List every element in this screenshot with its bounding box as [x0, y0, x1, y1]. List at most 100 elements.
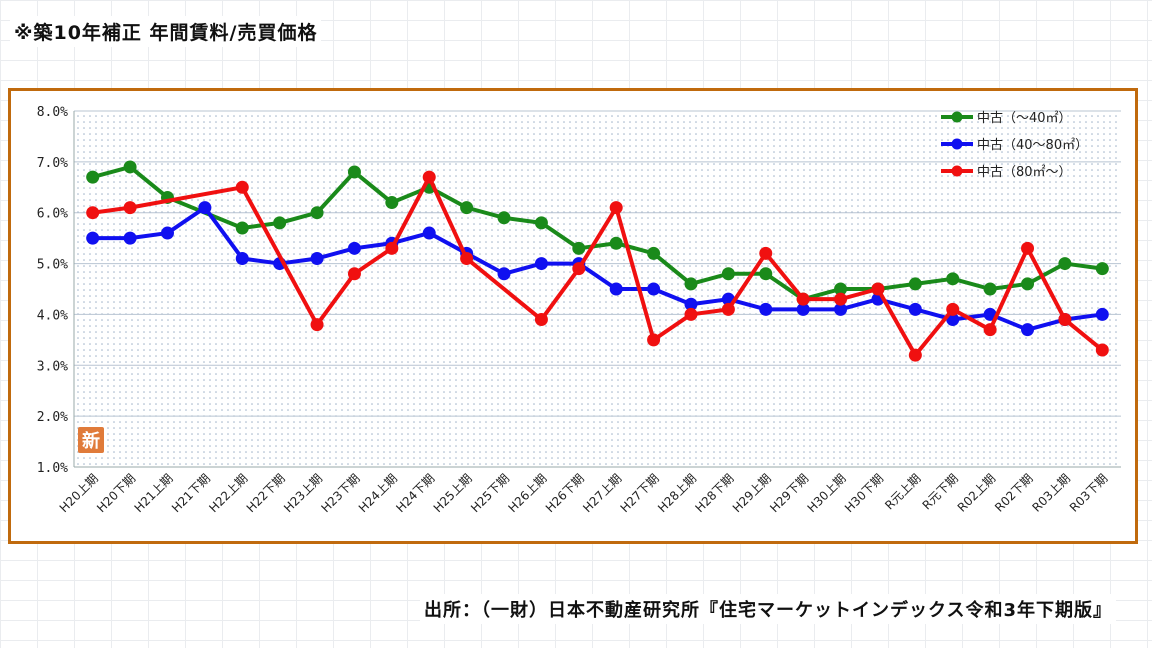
x-tick-label: R02下期	[992, 471, 1036, 515]
legend-label: 中古（80㎡～）	[977, 165, 1072, 180]
data-point	[983, 282, 997, 296]
x-tick-label: R03下期	[1067, 471, 1111, 515]
data-point	[86, 206, 100, 220]
new-badge-label: 新	[82, 430, 100, 452]
x-tick-label: R03上期	[1029, 471, 1073, 515]
x-tick-label: H21上期	[132, 471, 176, 515]
source-caption: 出所：（一財）日本不動産研究所『住宅マーケットインデックス令和3年下期版』	[420, 594, 1116, 624]
data-point	[759, 246, 773, 260]
data-point	[647, 282, 661, 296]
x-tick-label: H28下期	[692, 471, 736, 515]
legend-swatch-marker	[951, 111, 963, 123]
data-point	[235, 251, 249, 265]
x-tick-label: H23上期	[281, 471, 325, 515]
x-tick-label: R元下期	[920, 471, 961, 512]
y-tick-label: 8.0%	[37, 105, 68, 120]
data-point	[684, 277, 698, 291]
data-point	[908, 348, 922, 362]
x-tick-label: H26下期	[543, 471, 587, 515]
x-tick-label: R02上期	[955, 471, 999, 515]
legend-label: 中古（40～80㎡）	[977, 138, 1088, 153]
data-point	[534, 257, 548, 271]
data-point	[460, 201, 474, 215]
x-tick-label: H23下期	[319, 471, 363, 515]
y-tick-label: 6.0%	[37, 207, 68, 222]
x-tick-label: H28上期	[655, 471, 699, 515]
y-tick-label: 1.0%	[37, 461, 68, 476]
data-point	[534, 216, 548, 230]
x-tick-label: H24上期	[356, 471, 400, 515]
data-point	[572, 262, 586, 276]
legend-label: 中古（～40㎡）	[977, 111, 1072, 126]
data-point	[684, 297, 698, 311]
x-tick-label: H22下期	[244, 471, 288, 515]
data-point	[834, 282, 848, 296]
x-tick-label: H25上期	[431, 471, 475, 515]
data-point	[759, 302, 773, 316]
data-point	[86, 170, 100, 184]
data-point	[721, 302, 735, 316]
data-point	[983, 307, 997, 321]
data-point	[347, 165, 361, 179]
data-point	[908, 277, 922, 291]
x-tick-label: H26上期	[505, 471, 549, 515]
page-title: ※築10年補正 年間賃料/売買価格	[10, 16, 322, 47]
data-point	[385, 196, 399, 210]
data-point	[647, 246, 661, 260]
data-point	[1021, 241, 1035, 255]
data-point	[385, 241, 399, 255]
x-tick-label: H22上期	[206, 471, 250, 515]
x-tick-label: H27上期	[580, 471, 624, 515]
x-tick-label: H30下期	[842, 471, 886, 515]
data-point	[834, 302, 848, 316]
x-tick-label: H29下期	[767, 471, 811, 515]
data-point	[160, 226, 174, 240]
x-tick-label: H27下期	[618, 471, 662, 515]
line-chart: 1.0% 2.0% 3.0% 4.0% 5.0% 6.0% 7.0% 8.0% H20上期H20…	[37, 105, 1121, 515]
data-point	[871, 282, 885, 296]
data-point	[497, 211, 511, 225]
y-tick-label: 7.0%	[37, 156, 68, 171]
data-point	[235, 180, 249, 194]
x-tick-label: H25下期	[468, 471, 512, 515]
data-point	[796, 292, 810, 306]
data-point	[834, 292, 848, 306]
data-point	[310, 251, 324, 265]
x-tick-label: H30上期	[805, 471, 849, 515]
data-point	[310, 318, 324, 332]
data-point	[647, 333, 661, 347]
x-tick-label: H24下期	[393, 471, 437, 515]
data-point	[796, 302, 810, 316]
data-point	[609, 282, 623, 296]
data-point	[609, 201, 623, 215]
data-point	[422, 170, 436, 184]
legend-swatch-marker	[951, 138, 963, 150]
data-point	[534, 313, 548, 327]
data-point	[497, 267, 511, 281]
data-point	[347, 267, 361, 281]
series-line-2	[92, 205, 1103, 332]
legend-swatch-marker	[951, 165, 963, 177]
data-point	[946, 272, 960, 286]
series-line-3	[92, 175, 1104, 358]
data-point	[1095, 307, 1109, 321]
data-point	[609, 236, 623, 250]
data-point	[310, 206, 324, 220]
data-point	[422, 226, 436, 240]
data-point	[759, 267, 773, 281]
data-point	[123, 160, 137, 174]
data-point	[908, 302, 922, 316]
data-point	[1058, 257, 1072, 271]
x-tick-label: H29上期	[730, 471, 774, 515]
data-point	[198, 201, 212, 215]
data-point	[1021, 277, 1035, 291]
chart-frame: 1.0% 2.0% 3.0% 4.0% 5.0% 6.0% 7.0% 8.0% H20上期 H20…	[8, 88, 1138, 544]
y-tick-label: 2.0%	[37, 410, 68, 425]
x-tick-label: R元上期	[882, 471, 923, 512]
x-tick-label: H20下期	[94, 471, 138, 515]
x-tick-label: H21下期	[169, 471, 213, 515]
data-point	[460, 251, 474, 265]
data-point	[347, 241, 361, 255]
data-point	[1058, 313, 1072, 327]
new-badge	[78, 427, 104, 453]
